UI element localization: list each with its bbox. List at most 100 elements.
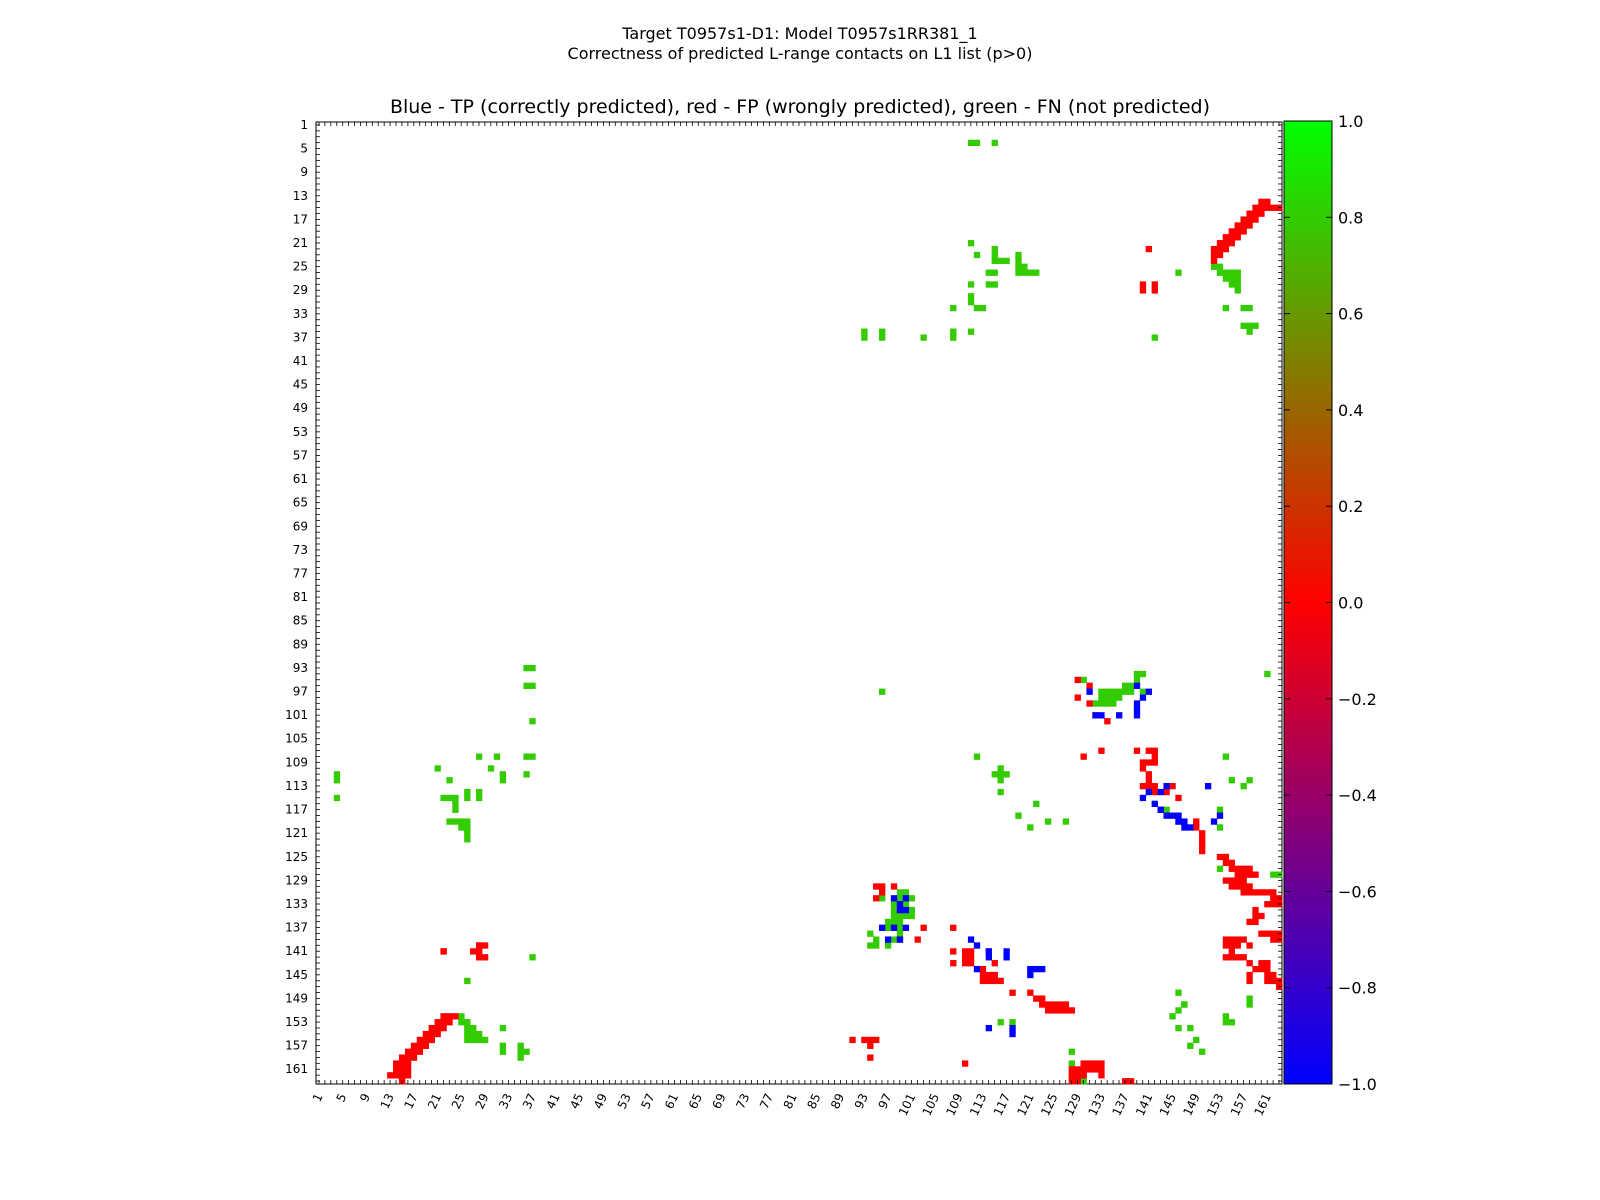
contact-cell-fp [1240, 222, 1247, 229]
contact-cell-fn [1080, 676, 1087, 684]
contact-cell-tp [1145, 788, 1153, 796]
y-tick-labels: 1 5 9 13 17 21 25 29 33 37 41 45 49 53 57 61 65 69 73 77 81 8… [285, 118, 308, 1076]
x-tick-label: 69 [710, 1091, 729, 1111]
contact-cell-fn [1068, 1060, 1075, 1067]
contact-cell-fn [1062, 818, 1070, 825]
colorbar-ticks: 1.0 0.8 0.6 0.4 0.2 0.0 −0.2 −0.4 −0.6 −0.8 −1.0 [1284, 112, 1377, 1094]
contact-cell-fn [523, 771, 530, 778]
contact-cell-fp [1234, 222, 1241, 229]
y-tick-label: 49 [293, 401, 308, 415]
contact-cell-fp [410, 1054, 418, 1061]
contact-cell-fn [890, 936, 898, 943]
contact-cell-fp [410, 1042, 418, 1049]
contact-cell-fn [908, 912, 915, 920]
contact-cell-fp [446, 1013, 453, 1020]
contact-cell-tp [985, 948, 993, 955]
contact-cell-fn [908, 895, 915, 902]
contact-cell-fp [398, 1072, 406, 1079]
contact-cell-fp [867, 1054, 874, 1061]
contact-cell-fn [476, 753, 483, 760]
contact-cell-fp [1270, 977, 1277, 985]
contact-cell-fn [464, 1030, 471, 1038]
contact-cell-fn [967, 139, 975, 147]
contact-cell-fp [1222, 877, 1230, 884]
colorbar-tick-label: −1.0 [1338, 1075, 1377, 1094]
contact-cell-fp [1169, 783, 1176, 790]
contact-cell-fn [1228, 269, 1235, 276]
contact-cell-fp [991, 977, 998, 985]
contact-cell-fp [1210, 251, 1218, 259]
contact-cell-fp [1056, 1007, 1064, 1014]
x-tick-label: 157 [1228, 1091, 1250, 1118]
contact-cell-fn [1133, 676, 1141, 684]
y-tick-label: 157 [285, 1039, 308, 1053]
contact-cell-fp [1240, 216, 1247, 223]
y-tick-label: 13 [293, 189, 308, 203]
colorbar-tick-label: 0.8 [1338, 208, 1363, 227]
contact-cell-fn [333, 771, 341, 778]
x-tick-label: 81 [781, 1091, 800, 1111]
contact-cell-fp [867, 1042, 874, 1049]
contact-cell-fn [1246, 1001, 1253, 1008]
x-tick-label: 109 [943, 1091, 965, 1118]
contact-cell-fn [967, 293, 975, 300]
contact-cell-fn [1098, 700, 1105, 707]
contact-cell-fn [464, 1036, 471, 1044]
plot-area [315, 121, 1283, 1085]
x-tick-label: 105 [920, 1091, 942, 1118]
contact-cell-fp [979, 965, 987, 973]
contact-cell-fp [1228, 936, 1235, 943]
contact-cell-fp [1252, 965, 1259, 973]
contact-cell-fp [1050, 1007, 1058, 1014]
y-tick-label: 5 [300, 142, 308, 156]
contact-cell-fp [1151, 753, 1158, 760]
y-tick-label: 37 [293, 330, 308, 344]
contact-cell-tp [1175, 818, 1182, 825]
contact-cell-fn [464, 977, 471, 985]
contact-cell-fp [1145, 245, 1153, 253]
contact-cell-fp [1199, 842, 1206, 849]
contact-cell-fn [896, 918, 904, 926]
chart-title: Blue - TP (correctly predicted), red - F… [390, 96, 1210, 118]
contact-cell-fn [973, 304, 981, 312]
contact-cell-fn [890, 912, 898, 920]
contact-cell-fn [1222, 1019, 1230, 1026]
contact-cell-tp [1169, 812, 1176, 819]
contact-cell-fp [1080, 1060, 1087, 1067]
contact-cell-fn [991, 245, 998, 253]
contact-cell-fn [452, 806, 459, 813]
contact-cell-fp [985, 977, 993, 985]
contact-cell-fn [529, 753, 536, 760]
y-tick-label: 153 [285, 1015, 308, 1029]
contact-cell-fn [1240, 322, 1247, 329]
axis-ticks [316, 122, 1282, 1084]
contact-cell-fn [1121, 688, 1129, 695]
contact-cell-fp [985, 971, 993, 979]
contact-cell-fn [967, 281, 975, 288]
contact-cell-fn [1015, 269, 1022, 276]
contact-cell-tp [1039, 965, 1046, 973]
contact-cell-fn [991, 139, 998, 147]
contact-cell-fp [1056, 1001, 1064, 1008]
contact-cell-fp [1258, 889, 1265, 896]
contact-cell-tp [1086, 688, 1093, 695]
contact-cell-fn [1127, 682, 1135, 689]
colorbar-tick-label: −0.6 [1338, 882, 1377, 901]
contact-cell-fp [1199, 836, 1206, 843]
contact-cells [333, 139, 1283, 1085]
contact-cell-fn [529, 682, 536, 689]
contact-cell-fn [896, 912, 904, 920]
contact-cell-fp [1145, 777, 1153, 784]
contact-cell-fn [1181, 1001, 1188, 1008]
x-tick-label: 149 [1180, 1091, 1202, 1118]
contact-cell-fp [1240, 936, 1247, 943]
contact-cell-fp [1092, 1066, 1099, 1073]
contact-cell-fn [1003, 771, 1010, 778]
contact-cell-fn [896, 924, 904, 931]
contact-cell-tp [1009, 1030, 1016, 1038]
contact-cell-fp [979, 977, 987, 985]
colorbar-tick-label: 0.0 [1338, 594, 1363, 613]
contact-cell-fp [1139, 759, 1147, 766]
contact-cell-fp [1228, 865, 1235, 872]
contact-cell-fn [1234, 281, 1241, 288]
